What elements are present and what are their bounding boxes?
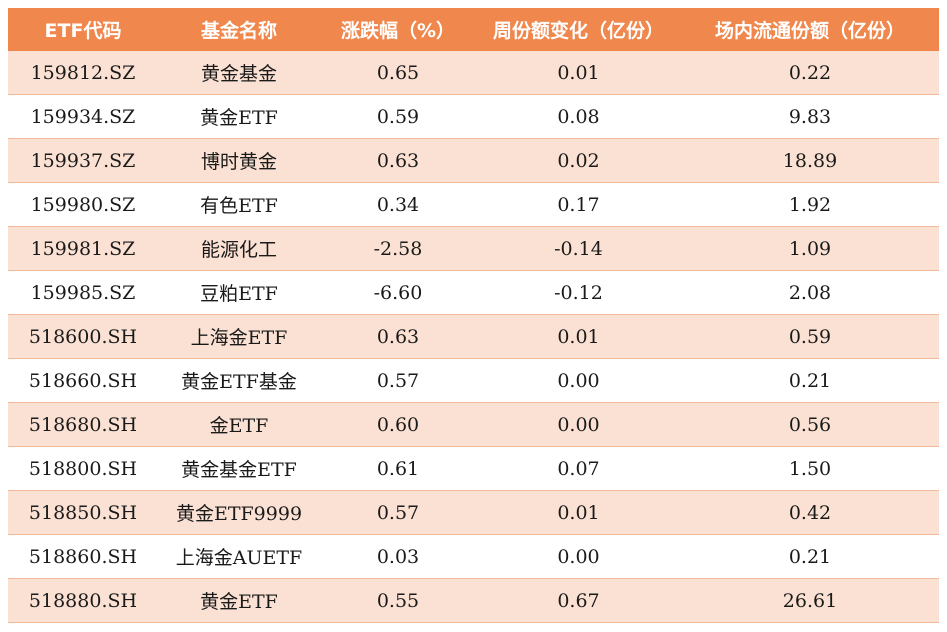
- cell-code: 518880.SH: [28, 589, 138, 612]
- cell-code: 518850.SH: [28, 501, 138, 524]
- header-code: ETF代码: [44, 20, 122, 42]
- header-change: 涨跌幅（%）: [340, 20, 456, 42]
- cell-name: 能源化工: [200, 239, 277, 261]
- cell-weekly-change: 0.00: [557, 413, 600, 436]
- cell-change: 0.57: [376, 501, 420, 524]
- cell-weekly-change: 0.00: [557, 545, 600, 568]
- cell-shares: 0.59: [788, 325, 832, 348]
- table-row: 518860.SH 上海金AUETF 0.03 0.00 0.21: [8, 535, 939, 579]
- cell-name: 金ETF: [209, 415, 269, 437]
- header-shares: 场内流通份额（亿份）: [714, 20, 905, 42]
- cell-shares: 18.89: [782, 149, 838, 172]
- cell-weekly-change: 0.07: [557, 457, 600, 480]
- cell-change: 0.34: [376, 193, 420, 216]
- cell-change: 0.65: [376, 61, 420, 84]
- cell-name: 有色ETF: [200, 195, 278, 217]
- cell-name: 上海金AUETF: [175, 547, 303, 569]
- cell-code: 518800.SH: [28, 457, 138, 480]
- table-row: 518800.SH 黄金基金ETF 0.61 0.07 1.50: [8, 447, 939, 491]
- cell-change: -6.60: [373, 281, 423, 304]
- cell-name: 黄金ETF9999: [175, 503, 303, 525]
- cell-code: 159980.SZ: [30, 193, 136, 216]
- table-row: 159937.SZ 博时黄金 0.63 0.02 18.89: [8, 139, 939, 183]
- cell-weekly-change: 0.67: [557, 589, 600, 612]
- cell-shares: 0.22: [788, 61, 832, 84]
- cell-code: 518680.SH: [28, 413, 138, 436]
- cell-shares: 2.08: [788, 281, 832, 304]
- cell-shares: 0.56: [788, 413, 832, 436]
- cell-change: 0.03: [376, 545, 420, 568]
- cell-change: 0.59: [376, 105, 420, 128]
- cell-weekly-change: 0.02: [557, 149, 600, 172]
- cell-change: 0.57: [376, 369, 420, 392]
- cell-shares: 1.92: [788, 193, 832, 216]
- cell-shares: 26.61: [782, 589, 838, 612]
- cell-shares: 0.42: [788, 501, 832, 524]
- cell-code: 159812.SZ: [30, 61, 136, 84]
- cell-weekly-change: -0.14: [554, 237, 603, 260]
- cell-weekly-change: 0.00: [557, 369, 600, 392]
- cell-code: 159981.SZ: [30, 237, 136, 260]
- cell-name: 豆粕ETF: [200, 283, 278, 305]
- etf-table: ETF代码 基金名称 涨跌幅（%） 周份额变化（亿份） 场内流通份额（亿份） 1…: [8, 8, 939, 623]
- cell-name: 黄金ETF基金: [181, 371, 297, 393]
- cell-weekly-change: 0.01: [557, 501, 600, 524]
- cell-code: 159934.SZ: [30, 105, 136, 128]
- cell-weekly-change: 0.01: [557, 325, 600, 348]
- table-row: 518850.SH 黄金ETF9999 0.57 0.01 0.42: [8, 491, 939, 535]
- cell-shares: 1.09: [788, 237, 832, 260]
- cell-shares: 9.83: [788, 105, 832, 128]
- cell-weekly-change: 0.08: [557, 105, 600, 128]
- cell-name: 黄金基金ETF: [181, 459, 297, 481]
- cell-shares: 1.50: [788, 457, 832, 480]
- cell-name: 黄金基金: [200, 63, 277, 85]
- cell-weekly-change: 0.01: [557, 61, 600, 84]
- cell-name: 黄金ETF: [200, 591, 278, 613]
- header-name: 基金名称: [200, 20, 277, 42]
- cell-code: 518600.SH: [28, 325, 138, 348]
- cell-weekly-change: 0.17: [557, 193, 600, 216]
- header-weekly-change: 周份额变化（亿份）: [492, 20, 664, 42]
- cell-change: 0.55: [376, 589, 420, 612]
- table-row: 518660.SH 黄金ETF基金 0.57 0.00 0.21: [8, 359, 939, 403]
- table-header: ETF代码 基金名称 涨跌幅（%） 周份额变化（亿份） 场内流通份额（亿份）: [8, 8, 939, 51]
- table-row: 518600.SH 上海金ETF 0.63 0.01 0.59: [8, 315, 939, 359]
- cell-change: 0.63: [376, 325, 420, 348]
- cell-change: -2.58: [373, 237, 423, 260]
- cell-name: 博时黄金: [200, 151, 277, 173]
- cell-code: 159937.SZ: [30, 149, 136, 172]
- cell-name: 黄金ETF: [200, 107, 278, 129]
- table-row: 159985.SZ 豆粕ETF -6.60 -0.12 2.08: [8, 271, 939, 315]
- table-row: 518880.SH 黄金ETF 0.55 0.67 26.61: [8, 579, 939, 623]
- cell-shares: 0.21: [788, 545, 832, 568]
- table-row: 159980.SZ 有色ETF 0.34 0.17 1.92: [8, 183, 939, 227]
- cell-code: 159985.SZ: [30, 281, 136, 304]
- table-row: 518680.SH 金ETF 0.60 0.00 0.56: [8, 403, 939, 447]
- cell-code: 518660.SH: [28, 369, 138, 392]
- cell-code: 518860.SH: [28, 545, 138, 568]
- cell-shares: 0.21: [788, 369, 832, 392]
- cell-weekly-change: -0.12: [554, 281, 603, 304]
- cell-change: 0.63: [376, 149, 420, 172]
- cell-change: 0.61: [376, 457, 420, 480]
- cell-name: 上海金ETF: [190, 327, 288, 349]
- table-row: 159934.SZ 黄金ETF 0.59 0.08 9.83: [8, 95, 939, 139]
- cell-change: 0.60: [376, 413, 420, 436]
- table-row: 159981.SZ 能源化工 -2.58 -0.14 1.09: [8, 227, 939, 271]
- table-row: 159812.SZ 黄金基金 0.65 0.01 0.22: [8, 51, 939, 95]
